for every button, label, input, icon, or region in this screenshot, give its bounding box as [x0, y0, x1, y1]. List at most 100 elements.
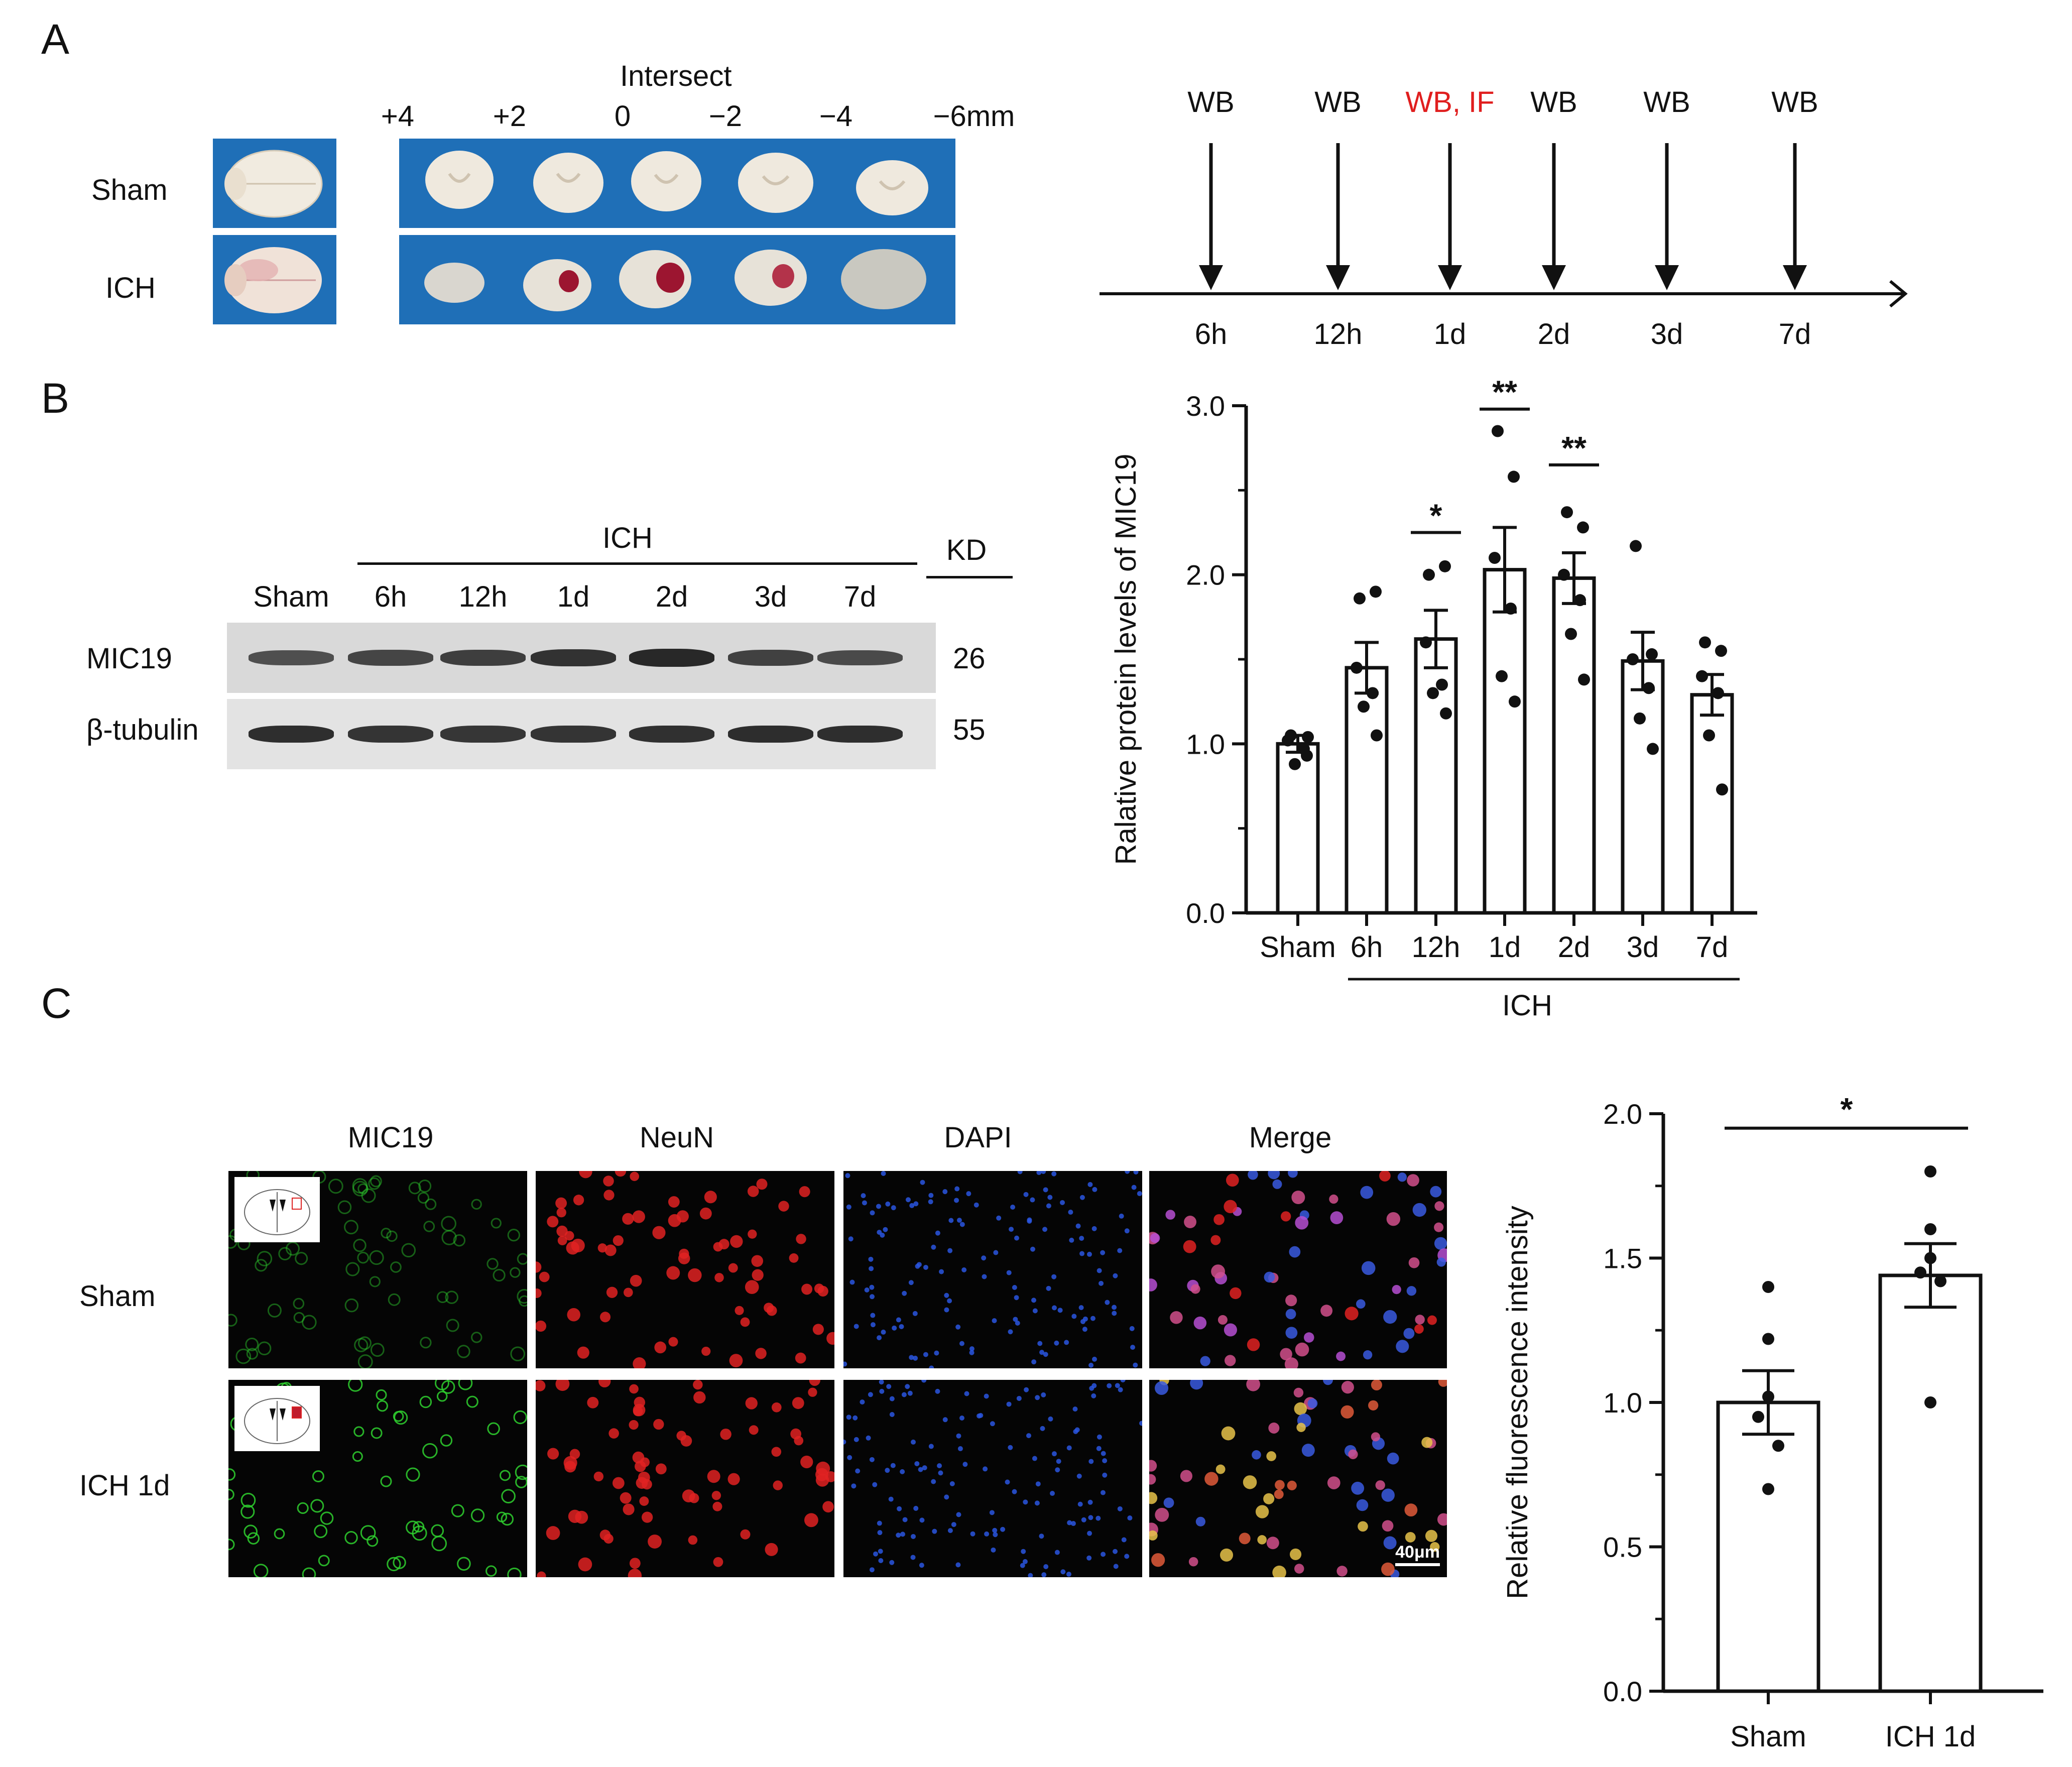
data-point [1565, 628, 1577, 640]
x-tick-label: Sham [1260, 931, 1336, 964]
data-point [1427, 687, 1439, 699]
bar [1690, 693, 1734, 915]
blot-band [249, 650, 334, 665]
slice-position: +4 [381, 100, 415, 133]
data-point [1924, 1396, 1936, 1408]
y-tick-label: 3.0 [1186, 390, 1225, 422]
blot-lane-label: Sham [253, 580, 329, 613]
data-point [1762, 1390, 1774, 1403]
data-point [1354, 592, 1366, 605]
timeline-arrowhead [1542, 265, 1566, 290]
panel-label-c: C [41, 980, 72, 1027]
blot-lane-label: 6h [374, 580, 407, 613]
data-point [1647, 743, 1659, 755]
data-point [1762, 1483, 1774, 1495]
y-tick-label: 2.0 [1603, 1098, 1642, 1130]
kd-value-beta-tubulin: 55 [953, 714, 986, 746]
timeline-time-label: 1d [1433, 318, 1467, 350]
bar-chart-fluorescence: 0.0 0.5 1.0 1.5 2.0 Relative fluorescence int… [1501, 1091, 2043, 1753]
data-point [1924, 1252, 1936, 1264]
data-point [1370, 585, 1382, 598]
blot-lane-label: 7d [843, 580, 877, 613]
timeline-arrowhead [1199, 265, 1223, 290]
bar-chart-mic19-levels: 0.0 1.0 2.0 3.0 Ralative protein levels of M… [1110, 374, 1757, 1022]
timeline-time-label: 12h [1313, 318, 1363, 350]
protein-label-mic19: MIC19 [86, 642, 172, 675]
data-point [1630, 540, 1642, 552]
data-point [1371, 729, 1383, 742]
x-tick-label: Sham [1730, 1720, 1806, 1753]
significance-marker: ** [1561, 430, 1587, 466]
data-point [1423, 568, 1435, 581]
bar [1552, 576, 1596, 915]
data-point [1302, 731, 1314, 743]
data-point [1509, 695, 1521, 708]
blot-band [348, 650, 433, 666]
slice-position: +2 [493, 100, 527, 133]
data-point [1420, 636, 1432, 649]
blot-strip-mic19 [227, 623, 936, 693]
data-point [1508, 470, 1520, 483]
slice-position: −4 [819, 100, 853, 133]
y-tick-label: 1.5 [1603, 1243, 1642, 1274]
blot-band [440, 649, 526, 666]
blot-lane-label: 1d [557, 580, 590, 613]
slice-position: 0 [614, 100, 631, 133]
scale-bar: 40μm [1395, 1543, 1440, 1566]
channel-label-merge: Merge [1249, 1121, 1332, 1154]
timeline-time-label: 7d [1778, 318, 1811, 350]
channel-label-dapi: DAPI [944, 1121, 1012, 1154]
timeline-time-label: 2d [1537, 318, 1570, 350]
data-point [1696, 670, 1708, 682]
x-tick-label: 1d [1489, 931, 1521, 964]
data-point [1289, 758, 1301, 770]
data-point [1643, 682, 1655, 694]
blot-band [249, 726, 334, 743]
if-image-merge-ich-1d: 40μm [1149, 1380, 1447, 1577]
scale-bar-line [1395, 1563, 1440, 1566]
x-tick-label: 6h [1351, 931, 1383, 964]
y-axis-label: Ralative protein levels of MIC19 [1110, 454, 1142, 865]
significance-marker: * [1430, 498, 1442, 534]
data-point [1924, 1223, 1936, 1235]
timeline-assay-label: WB [1771, 86, 1818, 119]
x-tick-label: 12h [1412, 931, 1460, 964]
bar [1414, 637, 1458, 915]
timeline-arrowhead [1326, 265, 1350, 290]
timeline-time-label: 6h [1194, 318, 1228, 350]
bar [1276, 742, 1320, 915]
bar [1878, 1273, 1983, 1693]
data-point [1298, 743, 1310, 755]
data-point [1715, 645, 1727, 657]
blot-strip-beta-tubulin [227, 699, 936, 769]
data-point [1646, 648, 1658, 660]
x-tick-label: 7d [1696, 931, 1729, 964]
ich-group-label: ICH [602, 522, 653, 554]
data-point [1440, 707, 1452, 720]
data-point [1934, 1275, 1946, 1287]
if-image-neun-ich-1d [536, 1380, 834, 1577]
timeline-assay-label: WB [1187, 86, 1235, 119]
data-point [1574, 594, 1586, 607]
blot-lane-label: 12h [458, 580, 508, 613]
y-tick-label: 0.5 [1603, 1532, 1642, 1563]
brain-location-inset [234, 1177, 320, 1242]
y-tick-label: 0.0 [1603, 1676, 1642, 1707]
blot-band [348, 726, 433, 743]
protein-label-beta-tubulin: β-tubulin [86, 714, 199, 746]
y-tick-label: 1.0 [1603, 1387, 1642, 1419]
if-image-merge-sham [1149, 1171, 1447, 1368]
whole-brain-ich-photo [213, 235, 336, 324]
slice-position: −2 [708, 100, 743, 133]
data-point [1367, 687, 1379, 699]
data-point [1436, 678, 1448, 691]
data-point [1772, 1440, 1784, 1452]
data-point [1351, 661, 1363, 674]
data-point [1492, 425, 1504, 437]
timeline-assay-label: WB [1530, 86, 1577, 119]
data-point [1716, 783, 1728, 796]
bar [1483, 568, 1527, 915]
y-tick-label: 0.0 [1186, 897, 1225, 929]
bar [1716, 1400, 1820, 1693]
data-point [1924, 1165, 1936, 1177]
